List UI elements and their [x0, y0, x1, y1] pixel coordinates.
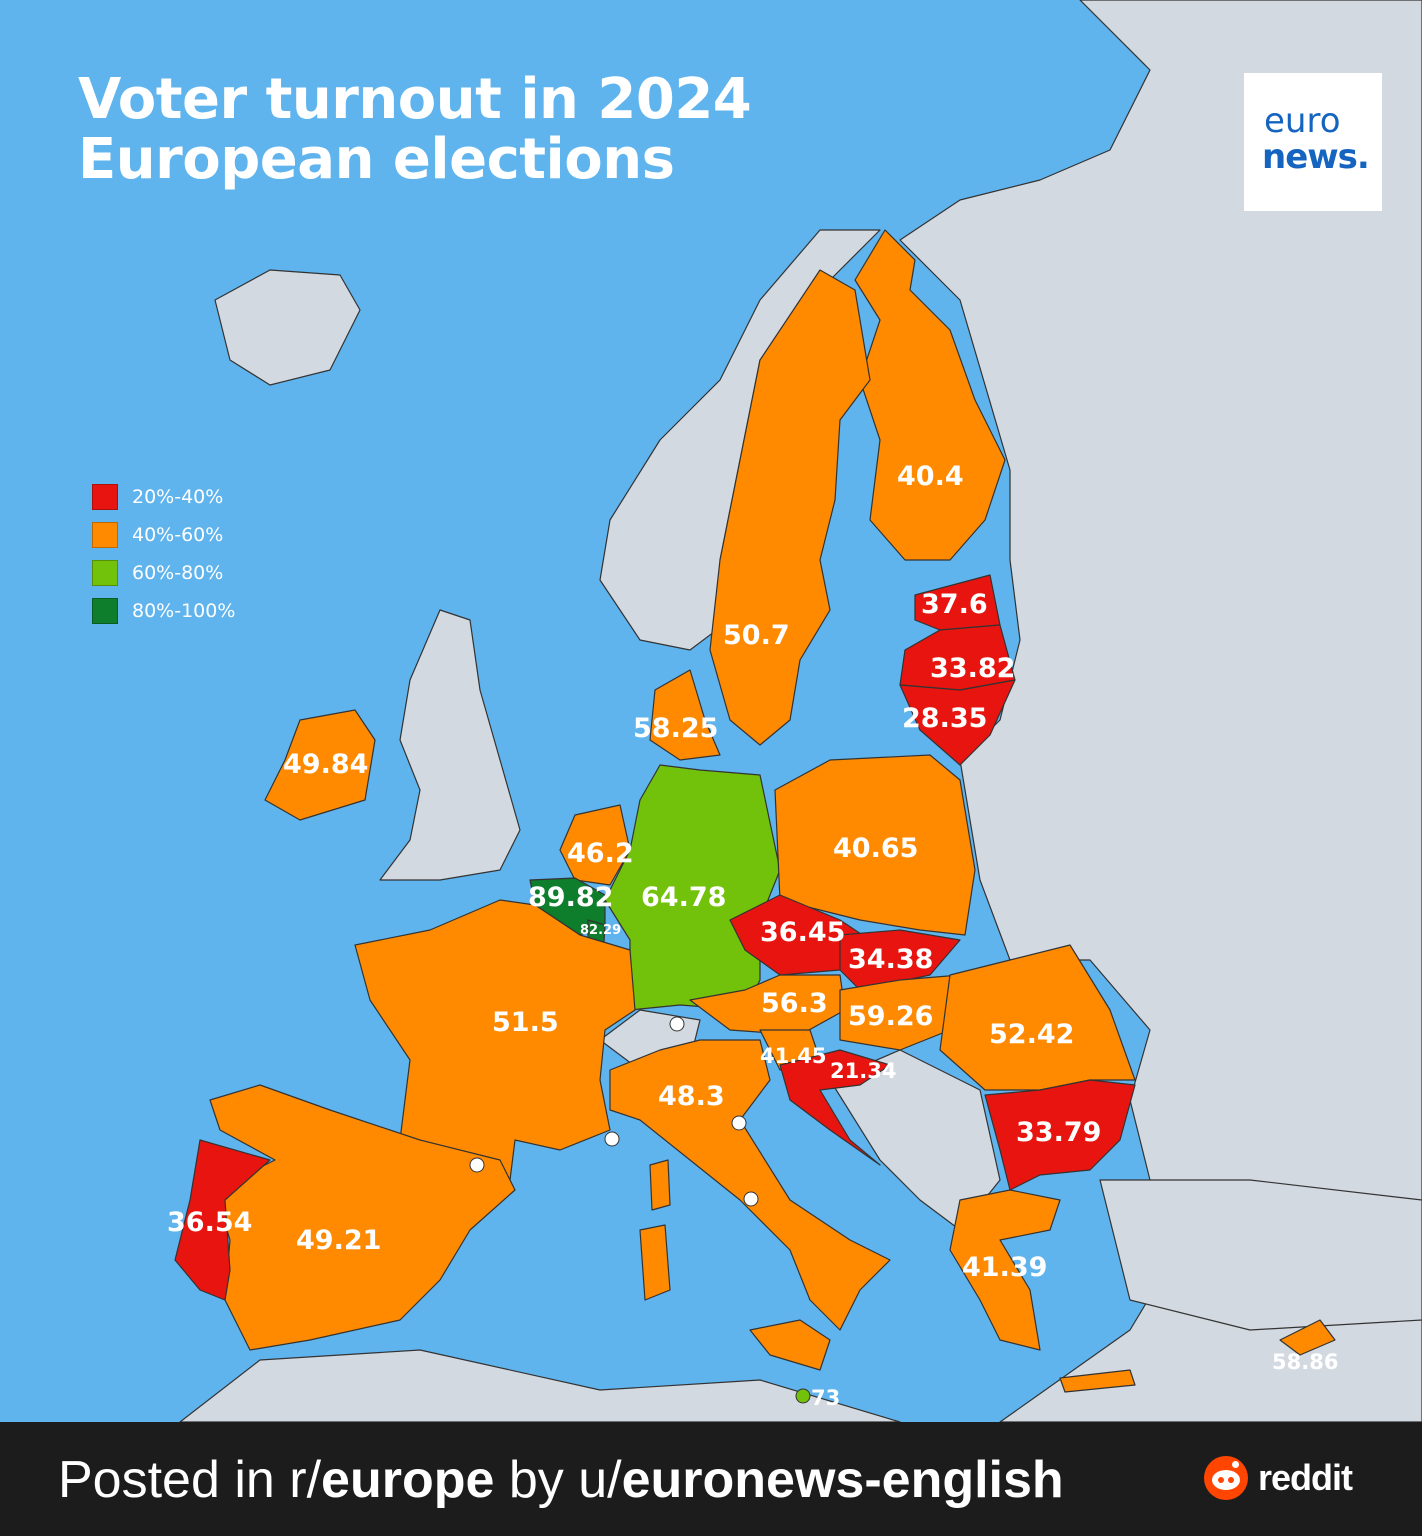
post-prefix: Posted in r/ [58, 1451, 322, 1509]
value-sweden: 50.7 [723, 620, 790, 651]
country-slovakia [839, 929, 961, 991]
reddit-wordmark: reddit [1258, 1457, 1353, 1498]
logo-line-1: euro [1264, 101, 1341, 141]
legend-swatch-orange [92, 522, 118, 548]
land-iceland [214, 269, 361, 386]
legend-item: 80%-100% [92, 592, 235, 630]
country-crete [1059, 1369, 1136, 1393]
country-finland [854, 229, 1006, 561]
value-malta: 73 [811, 1386, 840, 1410]
value-czechia: 36.45 [760, 917, 845, 948]
country-portugal [174, 1139, 271, 1301]
country-croatia [779, 1049, 891, 1166]
euronews-logo: euro news. [1244, 73, 1382, 211]
country-ireland [264, 709, 376, 821]
title-line-1: Voter turnout in 2024 [78, 67, 752, 132]
legend-item: 20%-40% [92, 478, 235, 516]
legend-swatch-dark-green [92, 598, 118, 624]
value-austria: 56.3 [761, 988, 828, 1019]
land-uk [379, 609, 521, 881]
value-greece: 41.39 [962, 1252, 1047, 1283]
value-poland: 40.65 [833, 833, 918, 864]
value-finland: 40.4 [897, 461, 964, 492]
country-bulgaria [984, 1079, 1136, 1191]
country-romania [939, 944, 1136, 1091]
marker-andorra [469, 1157, 485, 1173]
country-sweden [709, 269, 871, 746]
country-cyprus [1279, 1319, 1336, 1356]
legend-item: 60%-80% [92, 554, 235, 592]
post-attribution: Posted in r/europe by u/euronews-english [58, 1450, 1064, 1510]
value-ireland: 49.84 [283, 749, 368, 780]
value-croatia: 21.34 [830, 1059, 896, 1083]
legend-label: 80%-100% [132, 600, 236, 622]
country-sicily [749, 1319, 831, 1371]
legend-label: 40%-60% [132, 524, 224, 546]
country-france [354, 899, 636, 1181]
value-luxembourg: 82.29 [580, 923, 621, 938]
title-line-2: European elections [78, 127, 675, 192]
country-poland [774, 754, 976, 936]
value-estonia: 37.6 [921, 589, 988, 620]
country-netherlands [559, 804, 631, 886]
post-mid: by u/ [494, 1451, 622, 1509]
land-turkey [1099, 1179, 1422, 1331]
reddit-snoo-icon [1204, 1456, 1248, 1500]
legend: 20%-40% 40%-60% 60%-80% 80%-100% [92, 478, 235, 630]
value-netherlands: 46.2 [567, 838, 634, 869]
country-corsica [649, 1159, 671, 1211]
marker-san-marino [731, 1115, 747, 1131]
value-portugal: 36.54 [167, 1207, 252, 1238]
marker-malta [795, 1388, 811, 1404]
legend-item: 40%-60% [92, 516, 235, 554]
value-slovenia: 41.45 [760, 1044, 826, 1068]
value-slovakia: 34.38 [848, 944, 933, 975]
value-denmark: 58.25 [633, 713, 718, 744]
value-bulgaria: 33.79 [1016, 1117, 1101, 1148]
value-france: 51.5 [492, 1007, 559, 1038]
marker-monaco [669, 1016, 685, 1032]
value-cyprus: 58.86 [1272, 1350, 1338, 1374]
marker-marseille [604, 1131, 620, 1147]
map-stage: 40.4 50.7 37.6 33.82 28.35 58.25 49.84 4… [0, 0, 1422, 1422]
land-north-africa [179, 1349, 901, 1422]
user-link[interactable]: euronews-english [621, 1451, 1064, 1509]
legend-label: 20%-40% [132, 486, 224, 508]
country-greece [949, 1189, 1061, 1351]
value-romania: 52.42 [989, 1019, 1074, 1050]
reddit-brand[interactable]: reddit [1204, 1456, 1353, 1500]
legend-swatch-light-green [92, 560, 118, 586]
logo-line-2: news. [1262, 137, 1370, 177]
value-hungary: 59.26 [848, 1001, 933, 1032]
value-spain: 49.21 [296, 1225, 381, 1256]
value-latvia: 33.82 [930, 653, 1015, 684]
legend-swatch-red [92, 484, 118, 510]
marker-vatican [743, 1191, 759, 1207]
country-sardinia [639, 1224, 671, 1301]
europe-map: 40.4 50.7 37.6 33.82 28.35 58.25 49.84 4… [167, 0, 1422, 1422]
value-belgium: 89.82 [528, 882, 613, 913]
land-eastern-europe [899, 0, 1422, 1422]
value-lithuania: 28.35 [902, 703, 987, 734]
subreddit-link[interactable]: europe [321, 1451, 495, 1509]
country-denmark [649, 669, 721, 761]
value-germany: 64.78 [641, 882, 726, 913]
country-italy [609, 1039, 891, 1331]
value-italy: 48.3 [658, 1081, 725, 1112]
map-title: Voter turnout in 2024 European elections [78, 67, 752, 192]
country-lithuania [899, 679, 1016, 766]
legend-label: 60%-80% [132, 562, 224, 584]
reddit-footer: Posted in r/europe by u/euronews-english… [0, 1422, 1422, 1536]
